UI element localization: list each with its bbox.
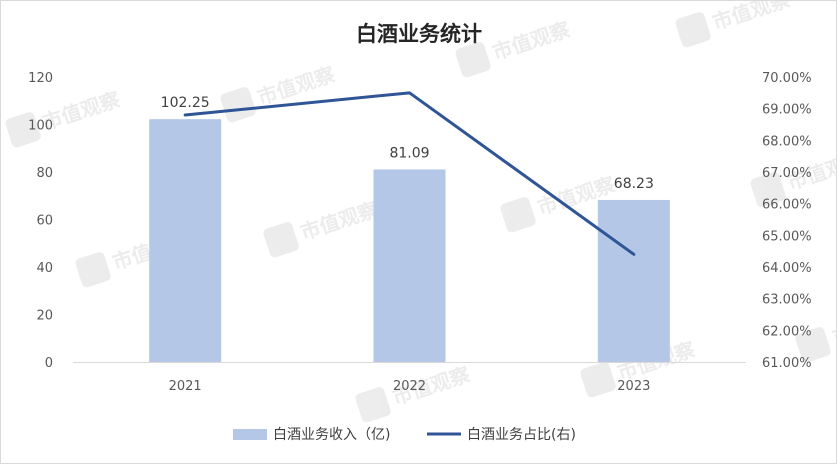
left-tick-label: 40 <box>36 261 53 276</box>
bar-series <box>149 119 670 362</box>
watermark-text: 市值观察 <box>709 1 793 35</box>
watermark-0: 市值观察 <box>5 87 124 148</box>
line-series-share <box>183 91 636 256</box>
left-axis-ticks: 0 20 40 60 80 100 120 <box>28 71 53 371</box>
chart-title: 白酒业务统计 <box>356 22 482 46</box>
left-tick-label: 20 <box>36 309 53 324</box>
watermark-logo-icon <box>795 327 831 363</box>
watermark-3: 市值观察 <box>675 1 794 48</box>
watermark-logo-icon <box>220 87 256 123</box>
watermark-logo-icon <box>750 172 786 208</box>
watermark-logo-icon <box>675 12 711 48</box>
watermark-logo-icon <box>263 222 299 258</box>
bar-2021 <box>149 119 222 362</box>
category-labels: 2021 2022 2023 <box>169 379 651 394</box>
right-tick-label: 67.00% <box>762 166 812 181</box>
legend-label-share: 白酒业务占比(右) <box>467 427 576 443</box>
right-tick-label: 68.00% <box>762 134 812 149</box>
right-tick-label: 63.00% <box>762 293 812 308</box>
left-tick-label: 100 <box>28 119 53 134</box>
bar-2022 <box>373 169 446 362</box>
right-tick-label: 64.00% <box>762 261 812 276</box>
watermark-text: 市值观察 <box>829 302 836 350</box>
left-tick-label: 60 <box>36 214 53 229</box>
category-label-2023: 2023 <box>617 379 650 394</box>
watermark-10: 市值观察 <box>795 302 836 363</box>
left-tick-label: 120 <box>28 71 53 86</box>
right-tick-label: 61.00% <box>762 356 812 371</box>
bar-data-labels: 102.25 81.09 68.23 <box>161 95 654 192</box>
legend-label-revenue: 白酒业务收入（亿) <box>273 427 390 443</box>
left-tick-label: 80 <box>36 166 53 181</box>
right-tick-label: 65.00% <box>762 229 812 244</box>
watermark-5: 市值观察 <box>263 197 382 258</box>
bar-label-2023: 68.23 <box>614 176 654 192</box>
watermark-logo-icon <box>580 362 616 398</box>
right-tick-label: 70.00% <box>762 71 812 86</box>
right-tick-label: 69.00% <box>762 103 812 118</box>
category-label-2021: 2021 <box>169 379 202 394</box>
watermark-logo-icon <box>500 197 536 233</box>
watermark-logo-icon <box>355 387 391 423</box>
right-axis-ticks: 61.00% 62.00% 63.00% 64.00% 65.00% 66.00% 67.0… <box>762 71 812 371</box>
watermark-logo-icon <box>455 42 491 78</box>
bar-label-2021: 102.25 <box>161 95 210 111</box>
legend-swatch-revenue <box>233 429 267 440</box>
right-tick-label: 66.00% <box>762 198 812 213</box>
watermark-1: 市值观察 <box>220 62 339 123</box>
bar-2023 <box>597 199 670 362</box>
watermark-text: 市值观察 <box>297 197 381 245</box>
category-label-2022: 2022 <box>393 379 426 394</box>
watermark-text: 市值观察 <box>489 17 573 65</box>
right-tick-label: 62.00% <box>762 324 812 339</box>
bar-label-2022: 81.09 <box>389 145 429 161</box>
watermark-logo-icon <box>5 112 41 148</box>
left-tick-label: 0 <box>45 356 53 371</box>
legend: 白酒业务收入（亿) 白酒业务占比(右) <box>233 427 576 443</box>
watermark-logo-icon <box>75 252 111 288</box>
